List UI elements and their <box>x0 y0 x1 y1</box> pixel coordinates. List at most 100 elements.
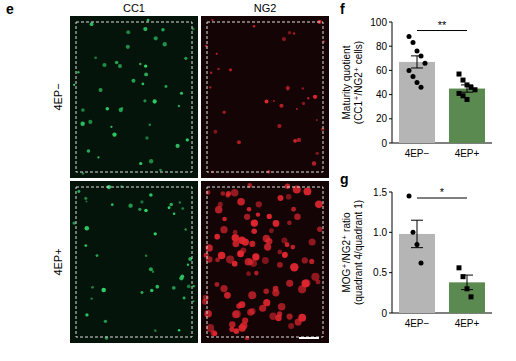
point <box>407 68 412 73</box>
cell <box>220 285 227 292</box>
cell <box>149 193 153 197</box>
cell <box>149 159 153 163</box>
cell <box>215 282 220 287</box>
cell <box>285 242 290 247</box>
y-tick <box>389 94 392 95</box>
cell <box>144 209 148 213</box>
cell <box>236 303 241 308</box>
cell <box>90 22 94 26</box>
cell <box>209 86 211 88</box>
cell <box>238 237 246 245</box>
cell <box>128 204 132 208</box>
panel-label: e <box>6 1 14 17</box>
cell <box>84 244 87 247</box>
cell <box>193 285 195 287</box>
cell <box>175 144 179 148</box>
bar <box>449 282 485 313</box>
point <box>465 286 470 291</box>
cell <box>173 212 176 215</box>
column-label: NG2 <box>254 2 277 14</box>
cell <box>282 37 286 41</box>
y-tick <box>389 272 392 273</box>
cell <box>263 235 270 242</box>
cell <box>204 310 212 318</box>
y-tick-label: 0 <box>381 308 387 319</box>
bar <box>399 62 435 143</box>
cell <box>245 258 253 266</box>
cell <box>145 136 149 140</box>
y-tick <box>389 313 392 314</box>
cell <box>204 252 209 257</box>
cell <box>226 255 234 263</box>
point <box>465 97 470 102</box>
cell <box>215 206 222 213</box>
cell <box>278 303 286 311</box>
cell <box>282 253 287 258</box>
cell <box>115 61 119 65</box>
x-tick-label: 4EP− <box>405 148 430 159</box>
cell <box>238 324 246 332</box>
cell <box>91 286 94 289</box>
cell <box>143 27 147 31</box>
cell <box>149 267 153 271</box>
cell <box>138 208 141 211</box>
cell <box>111 203 114 206</box>
cell <box>242 317 248 323</box>
cell <box>80 122 84 126</box>
y-tick-label: 0 <box>381 138 387 149</box>
y-tick <box>389 143 392 144</box>
cell <box>256 212 260 216</box>
cell <box>317 226 323 232</box>
cell <box>85 313 88 316</box>
cell <box>247 309 254 316</box>
cell <box>287 220 292 225</box>
cell <box>301 280 309 288</box>
bar <box>399 234 435 313</box>
cell <box>233 310 241 318</box>
cell <box>119 108 123 112</box>
y-tick <box>389 70 392 71</box>
cell <box>296 108 298 110</box>
cell <box>112 132 116 136</box>
cell <box>143 99 146 102</box>
roi-box <box>207 22 323 172</box>
cell <box>97 156 99 158</box>
cell <box>172 286 176 290</box>
plot-area <box>399 194 485 313</box>
cell <box>163 42 167 46</box>
image-background <box>201 16 329 178</box>
cell <box>315 152 318 155</box>
cell <box>220 226 227 233</box>
cell <box>251 221 256 226</box>
cell <box>77 190 80 193</box>
cell <box>96 254 99 257</box>
cell <box>316 279 321 284</box>
cell <box>315 201 323 209</box>
image-background <box>201 181 329 343</box>
y-tick-label: 100 <box>370 17 387 28</box>
cell <box>154 329 157 332</box>
cell <box>312 161 316 165</box>
cell <box>184 57 187 60</box>
cell <box>245 336 250 341</box>
micrograph <box>201 16 329 178</box>
image-background <box>70 181 198 343</box>
cell <box>91 297 93 299</box>
scale-bar <box>299 337 319 339</box>
cell <box>273 220 280 227</box>
x-tick-label: 4EP− <box>405 318 430 329</box>
cell <box>106 107 110 111</box>
cell <box>286 87 290 91</box>
cell <box>94 56 97 59</box>
y-title: Maturity quotient <box>341 45 352 119</box>
cell <box>226 191 231 196</box>
row-label: 4EP+ <box>52 248 64 275</box>
point <box>415 49 420 54</box>
cell <box>126 30 130 34</box>
point <box>411 230 416 235</box>
cell <box>101 288 106 293</box>
cell <box>251 228 257 234</box>
cell <box>263 289 269 295</box>
cell <box>183 296 186 299</box>
cell <box>180 274 184 278</box>
